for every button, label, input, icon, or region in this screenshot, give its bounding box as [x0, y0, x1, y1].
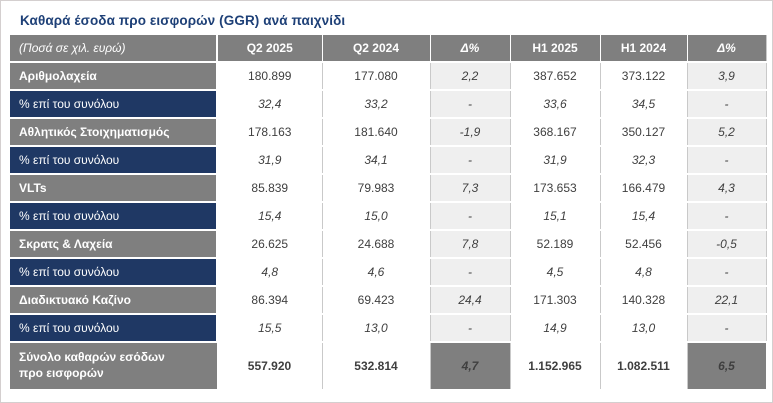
value-cell: 26.625: [217, 230, 323, 259]
total-delta-cell: 4,7: [430, 342, 511, 391]
row-label: Αθλητικός Στοιχηματισμός: [10, 118, 218, 147]
delta-cell: 4,3: [687, 174, 767, 203]
delta-cell: 2,2: [430, 62, 511, 91]
value-cell: 14,9: [510, 314, 601, 343]
total-value-cell: 532.814: [322, 342, 431, 391]
value-cell: 178.163: [217, 118, 323, 147]
delta-cell: 7,8: [430, 230, 511, 259]
row-label: % επί του συνόλου: [10, 90, 218, 119]
column-header-h1-2024: H1 2024: [600, 35, 688, 63]
value-cell: 4,5: [510, 258, 601, 287]
value-cell: 79.983: [322, 174, 431, 203]
delta-cell: -: [687, 146, 767, 175]
row-label: Σκρατς & Λαχεία: [10, 230, 218, 259]
value-cell: 32,4: [217, 90, 323, 119]
delta-cell: -: [430, 258, 511, 287]
row-label: Αριθμολαχεία: [10, 62, 218, 91]
value-cell: 15,4: [217, 202, 323, 231]
value-cell: 368.167: [510, 118, 601, 147]
value-cell: 33,6: [510, 90, 601, 119]
row-label: % επί του συνόλου: [10, 258, 218, 287]
total-value-cell: 1.152.965: [510, 342, 601, 391]
pct-of-total-row: % επί του συνόλου 15,4 15,0 - 15,1 15,4 …: [10, 202, 767, 231]
row-arithmolaxeia: Αριθμολαχεία 180.899 177.080 2,2 387.652…: [10, 62, 767, 91]
column-header-delta-q2: Δ%: [430, 35, 511, 63]
column-header-q2-2024: Q2 2024: [322, 35, 431, 63]
value-cell: 4,8: [600, 258, 688, 287]
delta-cell: 7,3: [430, 174, 511, 203]
pct-of-total-row: % επί του συνόλου 4,8 4,6 - 4,5 4,8 -: [10, 258, 767, 287]
value-cell: 15,4: [600, 202, 688, 231]
total-row-label: Σύνολο καθαρών εσόδων προ εισφορών: [10, 342, 218, 391]
column-header-units: (Ποσά σε χιλ. ευρώ): [10, 35, 218, 63]
value-cell: 69.423: [322, 286, 431, 315]
row-athlitikos-stoiximatismos: Αθλητικός Στοιχηματισμός 178.163 181.640…: [10, 118, 767, 147]
value-cell: 13,0: [322, 314, 431, 343]
value-cell: 24.688: [322, 230, 431, 259]
pct-of-total-row: % επί του συνόλου 15,5 13,0 - 14,9 13,0 …: [10, 314, 767, 343]
pct-of-total-row: % επί του συνόλου 32,4 33,2 - 33,6 34,5 …: [10, 90, 767, 119]
total-row: Σύνολο καθαρών εσόδων προ εισφορών 557.9…: [10, 342, 767, 391]
pct-of-total-row: % επί του συνόλου 31,9 34,1 - 31,9 32,3 …: [10, 146, 767, 175]
row-vlts: VLTs 85.839 79.983 7,3 173.653 166.479 4…: [10, 174, 767, 203]
delta-cell: -: [687, 202, 767, 231]
value-cell: 140.328: [600, 286, 688, 315]
value-cell: 180.899: [217, 62, 323, 91]
column-header-h1-2025: H1 2025: [510, 35, 601, 63]
column-header-q2-2025: Q2 2025: [217, 35, 323, 63]
delta-cell: -: [430, 314, 511, 343]
value-cell: 33,2: [322, 90, 431, 119]
delta-cell: 24,4: [430, 286, 511, 315]
value-cell: 32,3: [600, 146, 688, 175]
delta-cell: 3,9: [687, 62, 767, 91]
table-header-row: (Ποσά σε χιλ. ευρώ) Q2 2025 Q2 2024 Δ% H…: [10, 35, 767, 63]
delta-cell: -: [430, 90, 511, 119]
value-cell: 31,9: [510, 146, 601, 175]
delta-cell: -: [430, 202, 511, 231]
delta-cell: -: [687, 314, 767, 343]
value-cell: 4,8: [217, 258, 323, 287]
row-label: VLTs: [10, 174, 218, 203]
value-cell: 85.839: [217, 174, 323, 203]
total-value-cell: 557.920: [217, 342, 323, 391]
value-cell: 181.640: [322, 118, 431, 147]
delta-cell: 5,2: [687, 118, 767, 147]
value-cell: 373.122: [600, 62, 688, 91]
delta-cell: -: [687, 258, 767, 287]
value-cell: 171.303: [510, 286, 601, 315]
value-cell: 15,5: [217, 314, 323, 343]
row-skrats-laxeia: Σκρατς & Λαχεία 26.625 24.688 7,8 52.189…: [10, 230, 767, 259]
value-cell: 31,9: [217, 146, 323, 175]
delta-cell: -1,9: [430, 118, 511, 147]
value-cell: 52.189: [510, 230, 601, 259]
row-label: % επί του συνόλου: [10, 314, 218, 343]
value-cell: 177.080: [322, 62, 431, 91]
value-cell: 86.394: [217, 286, 323, 315]
total-delta-cell: 6,5: [687, 342, 767, 391]
value-cell: 350.127: [600, 118, 688, 147]
row-label: % επί του συνόλου: [10, 202, 218, 231]
delta-cell: -: [687, 90, 767, 119]
value-cell: 387.652: [510, 62, 601, 91]
value-cell: 173.653: [510, 174, 601, 203]
value-cell: 34,1: [322, 146, 431, 175]
value-cell: 13,0: [600, 314, 688, 343]
value-cell: 4,6: [322, 258, 431, 287]
value-cell: 52.456: [600, 230, 688, 259]
total-value-cell: 1.082.511: [600, 342, 688, 391]
ggr-table: (Ποσά σε χιλ. ευρώ) Q2 2025 Q2 2024 Δ% H…: [10, 35, 767, 391]
row-label: Διαδικτυακό Καζίνο: [10, 286, 218, 315]
delta-cell: 22,1: [687, 286, 767, 315]
page-title: Καθαρά έσοδα προ εισφορών (GGR) ανά παιχ…: [20, 13, 346, 28]
row-label: % επί του συνόλου: [10, 146, 218, 175]
delta-cell: -: [430, 146, 511, 175]
column-header-delta-h1: Δ%: [687, 35, 767, 63]
delta-cell: -0,5: [687, 230, 767, 259]
row-diadiktyako-kazino: Διαδικτυακό Καζίνο 86.394 69.423 24,4 17…: [10, 286, 767, 315]
value-cell: 15,1: [510, 202, 601, 231]
value-cell: 15,0: [322, 202, 431, 231]
value-cell: 166.479: [600, 174, 688, 203]
value-cell: 34,5: [600, 90, 688, 119]
